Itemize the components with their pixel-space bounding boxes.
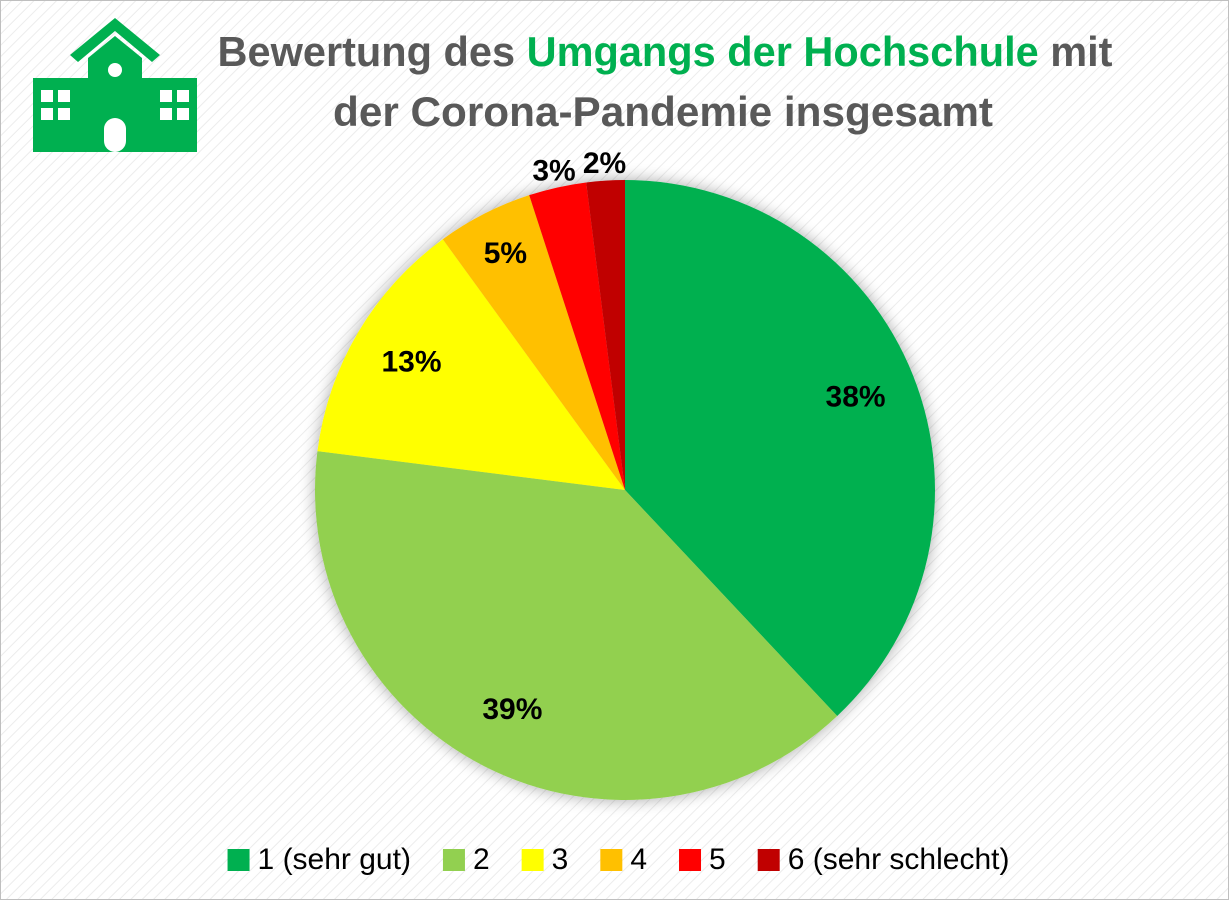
legend-label: 2 [473, 843, 490, 876]
pie-slice [315, 451, 838, 800]
legend-label: 6 (sehr schlecht) [788, 843, 1010, 876]
legend-label: 5 [709, 843, 726, 876]
legend-swatch [521, 849, 544, 871]
pie-slice [586, 180, 625, 490]
school-icon [33, 18, 197, 152]
legend-swatch [757, 849, 780, 871]
chart-title: Bewertung des Umgangs der Hochschule mit [218, 28, 1113, 75]
legend-swatch [442, 849, 465, 871]
data-label: 38% [826, 381, 886, 414]
legend-swatch [679, 849, 702, 871]
pie-slice [317, 239, 625, 490]
legend-label: 1 (sehr gut) [258, 843, 411, 876]
data-label: 5% [484, 237, 527, 270]
chart-title: der Corona-Pandemie insgesamt [333, 88, 993, 135]
pie-slice [529, 182, 625, 490]
legend-swatch [600, 849, 623, 871]
pie-slice [442, 195, 625, 490]
pie-slice [625, 180, 936, 716]
data-label: 13% [382, 346, 442, 379]
pie [315, 180, 936, 800]
data-label: 3% [532, 154, 575, 187]
legend-label: 3 [552, 843, 569, 876]
data-label: 2% [583, 147, 626, 180]
title-part: mit [1050, 28, 1112, 75]
legend-label: 4 [630, 843, 647, 876]
title-highlight: Umgangs der Hochschule [527, 28, 1039, 75]
title-part: Bewertung des [218, 28, 516, 75]
data-labels: 38% 39% 13% 5% 3% 2% [382, 147, 886, 726]
data-label: 39% [482, 693, 542, 726]
legend-swatch [227, 849, 250, 871]
legend: 1 (sehr gut) 2 3 4 5 6 (sehr schlecht) [227, 843, 1010, 876]
